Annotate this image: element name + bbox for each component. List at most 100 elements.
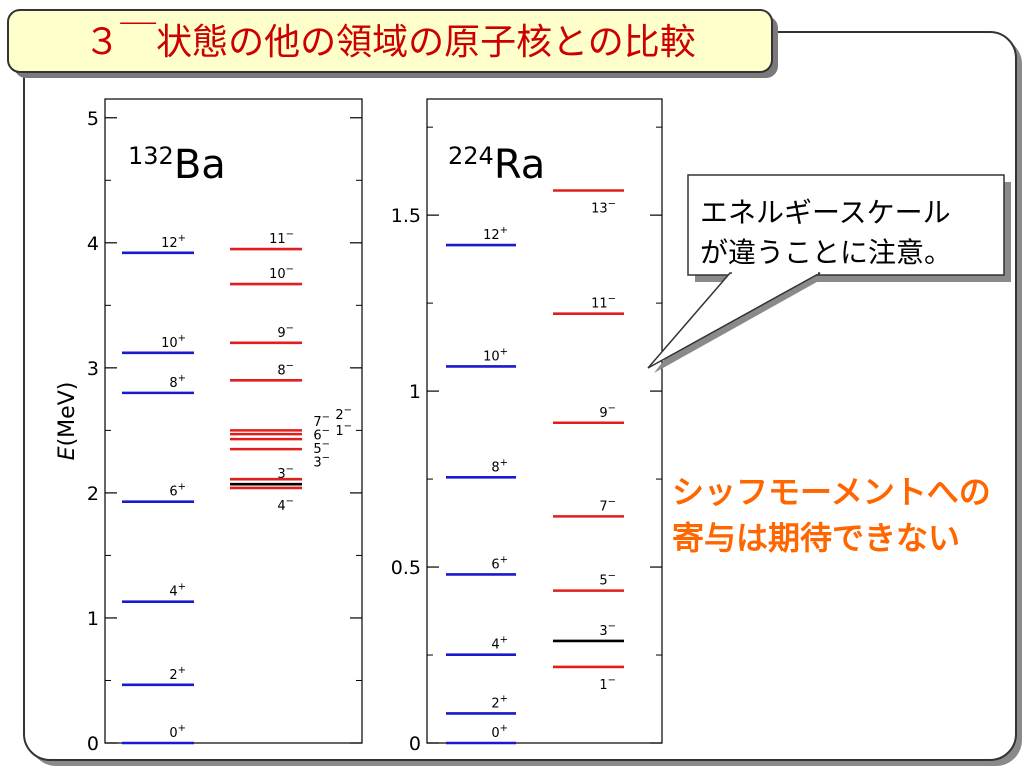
level-label-negative: 1− [599, 675, 616, 693]
level-label-positive-spin: 2 [169, 668, 177, 683]
side-level-label-parity: − [322, 439, 330, 450]
nucleus-mass: 132 [128, 142, 174, 170]
side-level-label-spin: 1 [335, 424, 343, 439]
level-label-positive: 6+ [491, 554, 508, 572]
y-axis-unit: (MeV) [55, 382, 80, 447]
level-label-positive-parity: + [178, 582, 186, 593]
callout-tail-joint [732, 268, 818, 274]
level-label-negative-parity: − [608, 403, 616, 414]
level-label-negative-spin: 11 [591, 297, 608, 312]
level-label-positive-spin: 6 [491, 557, 499, 572]
level-label-positive: 4+ [169, 582, 186, 600]
level-label-negative: 8− [277, 360, 294, 378]
side-level-label-parity: − [344, 405, 352, 416]
level-label-negative-spin: 13 [591, 201, 608, 216]
level-label-negative-spin: 3 [277, 467, 285, 482]
level-label-positive: 10+ [161, 333, 186, 351]
side-level-label-spin: 5 [313, 442, 321, 457]
level-label-positive-parity: + [178, 665, 186, 676]
level-label-negative-parity: − [608, 294, 616, 305]
level-label-negative: 7− [599, 496, 616, 514]
side-level-label: 1− [335, 421, 352, 439]
y-tick-label: 1 [409, 381, 421, 403]
y-tick-label: 1 [87, 608, 99, 630]
callout-box [687, 174, 1005, 276]
level-label-positive-parity: + [178, 482, 186, 493]
level-label-negative-spin: 5 [599, 574, 607, 589]
side-level-label: 6− [313, 426, 330, 444]
level-label-positive-parity: + [178, 333, 186, 344]
note-line-2: 寄与は期待できない [672, 519, 960, 557]
side-level-label-spin: 2 [335, 408, 343, 423]
note-line-1: シッフモーメントへの [672, 473, 991, 511]
side-level-label-spin: 6 [313, 429, 321, 444]
level-label-negative-parity: − [286, 464, 294, 475]
ra-level-scheme: 00.511.5224Ra0+2+4+6+8+10+12+1−3−5−7−9−1… [391, 98, 663, 755]
level-label-positive-parity: + [500, 457, 508, 468]
ba-level-scheme: 012345132Ba0+2+4+6+8+10+12+3−4−8−9−10−11… [55, 98, 363, 755]
level-label-negative-parity: − [608, 621, 616, 632]
level-label-positive-spin: 4 [169, 585, 177, 600]
level-label-positive-spin: 8 [491, 460, 499, 475]
slide-title: ３￣状態の他の領域の原子核との比較 [84, 21, 696, 63]
level-label-negative-spin: 3 [599, 624, 607, 639]
y-axis-symbol: E [55, 446, 80, 460]
level-label-negative: 3− [277, 464, 294, 482]
title-box [7, 9, 773, 73]
level-label-positive: 10+ [483, 346, 508, 364]
side-level-label-parity: − [322, 453, 330, 464]
level-label-positive: 12+ [483, 225, 508, 243]
level-label-positive-spin: 0 [491, 726, 499, 741]
level-label-negative-parity: − [608, 675, 616, 686]
level-label-negative-spin: 11 [269, 232, 286, 247]
y-tick-label: 4 [87, 233, 99, 255]
level-label-positive-spin: 10 [483, 349, 500, 364]
level-label-positive: 8+ [169, 373, 186, 391]
level-label-positive: 2+ [491, 693, 508, 711]
nucleus-label: 224Ra [448, 142, 545, 188]
level-label-negative: 5− [599, 571, 616, 589]
level-label-positive-spin: 12 [161, 236, 178, 251]
side-level-label: 2− [335, 405, 352, 423]
level-label-negative-spin: 8 [277, 363, 285, 378]
side-level-label: 3− [313, 453, 330, 471]
level-label-positive-parity: + [500, 635, 508, 646]
level-label-negative-parity: − [608, 496, 616, 507]
y-tick-label: 0.5 [391, 557, 421, 579]
level-label-negative: 9− [599, 403, 616, 421]
level-label-negative-spin: 4 [277, 499, 285, 514]
level-label-positive-parity: + [178, 373, 186, 384]
level-label-positive-parity: + [500, 225, 508, 236]
y-axis-label: E(MeV) [55, 382, 80, 461]
note-text: シッフモーメントへの 寄与は期待できない [672, 473, 1002, 557]
level-label-negative: 13− [591, 198, 616, 216]
level-label-negative: 10− [269, 264, 294, 282]
level-label-negative: 9− [277, 323, 294, 341]
level-label-negative-spin: 9 [599, 406, 607, 421]
side-level-label: 7− [313, 412, 330, 430]
nucleus-mass: 224 [448, 142, 494, 170]
side-level-label-parity: − [322, 412, 330, 423]
level-label-positive-parity: + [178, 723, 186, 734]
side-level-label-spin: 3 [313, 456, 321, 471]
level-label-negative-parity: − [286, 360, 294, 371]
level-label-positive-parity: + [178, 233, 186, 244]
y-tick-label: 1.5 [391, 205, 421, 227]
level-label-negative-parity: − [286, 496, 294, 507]
level-label-negative-parity: − [608, 198, 616, 209]
nucleus-symbol: Ba [174, 142, 226, 188]
callout-line-2: が違うことに注意。 [700, 236, 952, 269]
level-label-negative-spin: 1 [599, 678, 607, 693]
level-label-positive-parity: + [500, 346, 508, 357]
level-label-positive: 8+ [491, 457, 508, 475]
y-tick-label: 5 [87, 108, 99, 130]
level-label-positive: 6+ [169, 482, 186, 500]
nucleus-label: 132Ba [128, 142, 226, 188]
level-label-positive-parity: + [500, 693, 508, 704]
plot-frame [104, 98, 363, 744]
level-label-negative-parity: − [286, 323, 294, 334]
level-label-positive-spin: 0 [169, 726, 177, 741]
plot-frame [426, 98, 663, 744]
level-label-negative-spin: 9 [277, 326, 285, 341]
